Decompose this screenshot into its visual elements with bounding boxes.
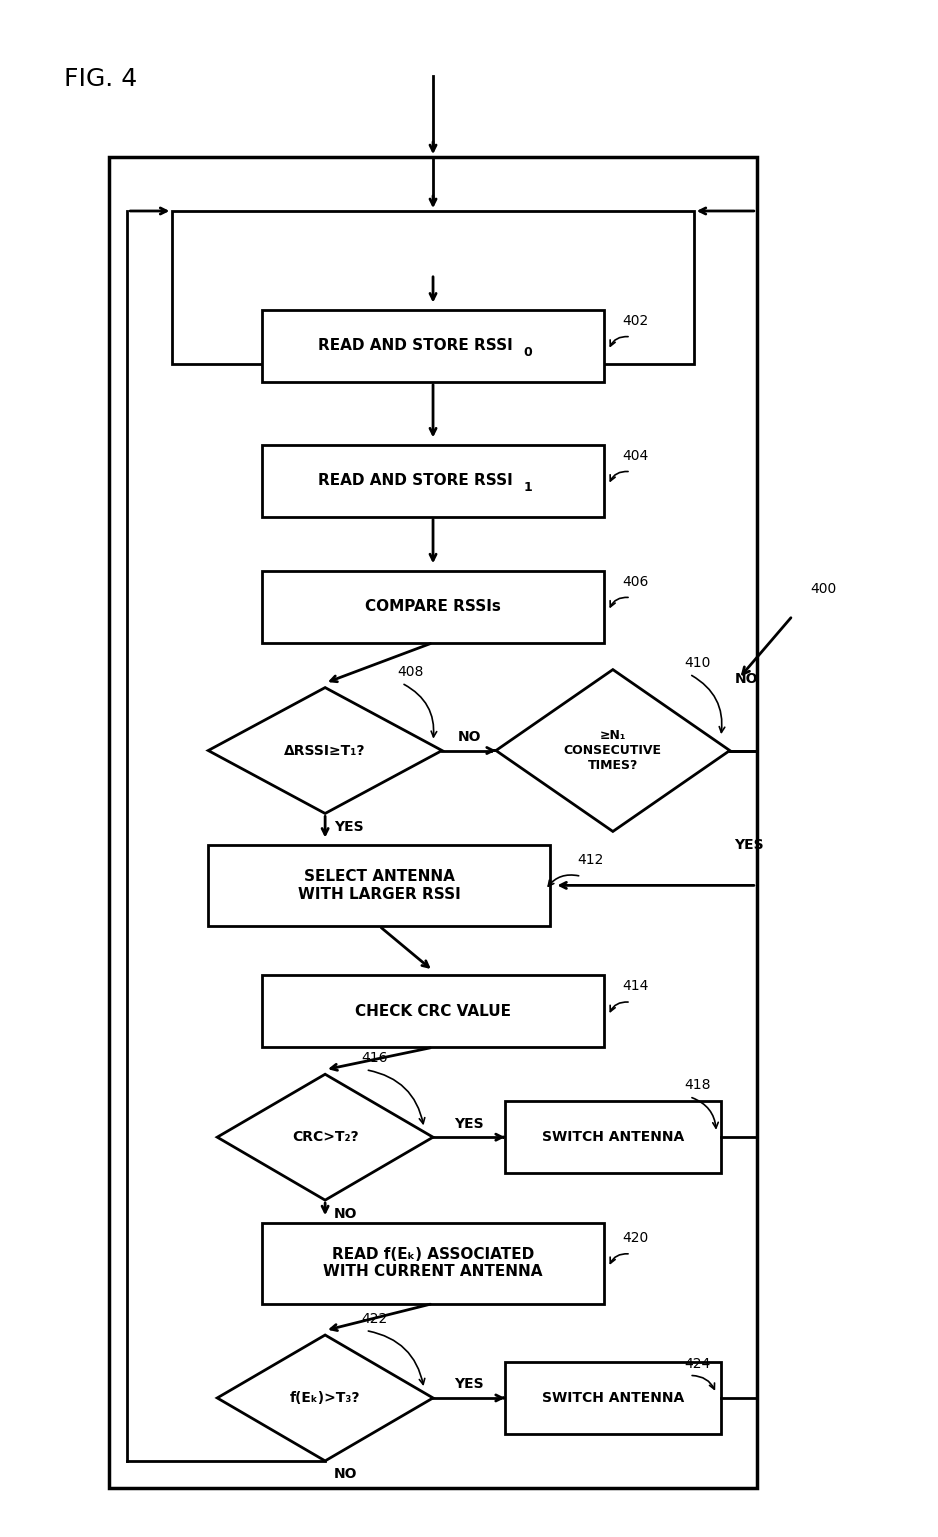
Text: 1: 1 — [523, 481, 532, 495]
Text: COMPARE RSSIs: COMPARE RSSIs — [365, 599, 501, 615]
Polygon shape — [218, 1336, 433, 1460]
Text: 408: 408 — [397, 664, 423, 678]
Text: SELECT ANTENNA
WITH LARGER RSSI: SELECT ANTENNA WITH LARGER RSSI — [297, 870, 461, 902]
Text: 420: 420 — [622, 1231, 648, 1245]
Text: 418: 418 — [685, 1079, 711, 1093]
Polygon shape — [496, 670, 730, 832]
Text: YES: YES — [454, 1377, 484, 1391]
Text: 406: 406 — [622, 575, 648, 589]
Text: f(Eₖ)>T₃?: f(Eₖ)>T₃? — [290, 1391, 360, 1405]
Bar — [263, 976, 604, 1047]
Text: NO: NO — [334, 1468, 357, 1482]
Text: YES: YES — [334, 819, 364, 835]
Text: SWITCH ANTENNA: SWITCH ANTENNA — [542, 1130, 684, 1144]
Bar — [263, 310, 604, 381]
Polygon shape — [208, 687, 442, 813]
Text: SWITCH ANTENNA: SWITCH ANTENNA — [542, 1391, 684, 1405]
Text: 0: 0 — [523, 346, 532, 360]
Text: READ AND STORE RSSI: READ AND STORE RSSI — [318, 473, 512, 489]
Text: YES: YES — [454, 1117, 484, 1131]
Text: YES: YES — [734, 838, 764, 851]
Text: CRC>T₂?: CRC>T₂? — [292, 1130, 358, 1144]
Text: 412: 412 — [577, 853, 603, 867]
Bar — [173, 211, 694, 364]
Text: 424: 424 — [685, 1357, 711, 1371]
Text: READ AND STORE RSSI: READ AND STORE RSSI — [318, 338, 512, 354]
Text: NO: NO — [334, 1207, 357, 1220]
Bar — [263, 1222, 604, 1303]
Polygon shape — [218, 1074, 433, 1200]
Text: 400: 400 — [810, 581, 837, 596]
Bar — [505, 1362, 720, 1434]
Text: 402: 402 — [622, 314, 648, 327]
Bar — [208, 845, 550, 925]
Text: ΔRSSI≥T₁?: ΔRSSI≥T₁? — [284, 744, 366, 758]
Bar — [110, 157, 757, 1488]
Text: 414: 414 — [622, 979, 648, 993]
Text: NO: NO — [734, 672, 758, 686]
Text: 416: 416 — [361, 1051, 387, 1065]
Text: ≥N₁
CONSECUTIVE
TIMES?: ≥N₁ CONSECUTIVE TIMES? — [564, 729, 662, 772]
Bar — [505, 1100, 720, 1173]
Bar — [263, 570, 604, 642]
Text: NO: NO — [457, 730, 481, 744]
Text: 410: 410 — [685, 656, 711, 670]
Text: READ f(Eₖ) ASSOCIATED
WITH CURRENT ANTENNA: READ f(Eₖ) ASSOCIATED WITH CURRENT ANTEN… — [324, 1247, 543, 1279]
Text: FIG. 4: FIG. 4 — [65, 68, 138, 91]
Text: CHECK CRC VALUE: CHECK CRC VALUE — [355, 1004, 511, 1019]
Text: 404: 404 — [622, 449, 648, 463]
Text: 422: 422 — [361, 1313, 387, 1326]
Bar — [263, 444, 604, 516]
